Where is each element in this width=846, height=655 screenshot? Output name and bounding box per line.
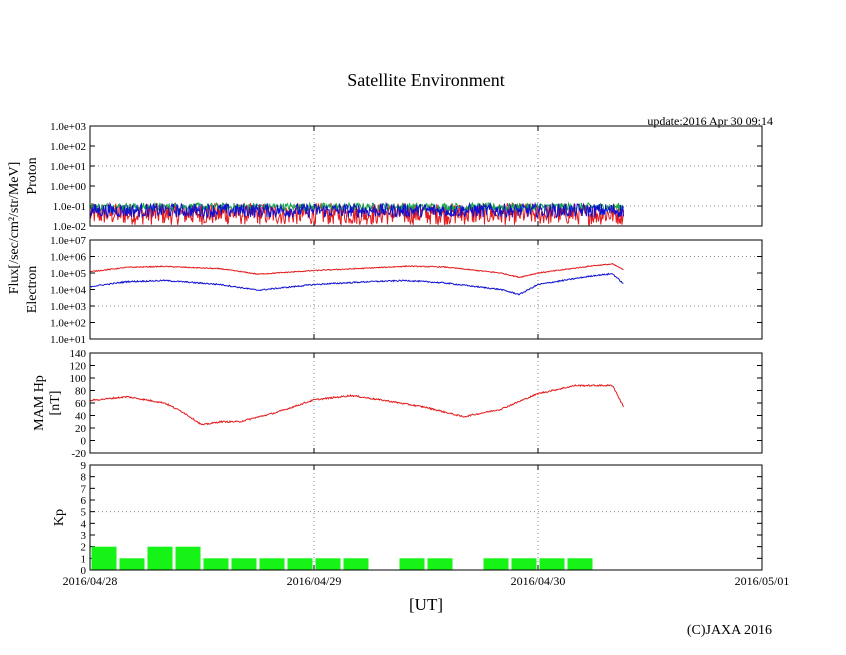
y-tick-label: 7 bbox=[81, 483, 87, 495]
kp-bar bbox=[203, 558, 229, 570]
kp-bar bbox=[483, 558, 509, 570]
kp-bar bbox=[259, 558, 285, 570]
y-tick-label: 1.0e+01 bbox=[50, 161, 86, 173]
y-tick-label: 120 bbox=[70, 361, 87, 373]
panel-frame bbox=[89, 125, 763, 227]
x-axis-label: [UT] bbox=[409, 595, 443, 614]
panel-ylabel: MAM Hp bbox=[32, 375, 47, 431]
y-tick-label: 9 bbox=[81, 460, 87, 472]
panel-ylabel: Proton bbox=[25, 157, 40, 194]
y-tick-label: 1.0e+03 bbox=[50, 121, 86, 133]
panel-proton: 1.0e-02 1.0e-01 1.0e+00 1.0e+01 1.0e+02 1.0e+… bbox=[25, 121, 763, 233]
x-tick-label: 2016/04/30 bbox=[511, 574, 566, 588]
kp-bar bbox=[119, 558, 145, 570]
y-tick-label: 100 bbox=[70, 373, 87, 385]
kp-bar bbox=[231, 558, 257, 570]
y-tick-label: 80 bbox=[75, 386, 87, 398]
x-tick-label: 2016/04/28 bbox=[63, 574, 118, 588]
panel-frame bbox=[89, 352, 763, 454]
kp-bar bbox=[175, 546, 201, 570]
x-tick-label: 2016/05/01 bbox=[735, 574, 790, 588]
update-text: update:2016 Apr 30 09:14 bbox=[647, 114, 773, 128]
kp-bar bbox=[399, 558, 425, 570]
y-tick-label: 1.0e+00 bbox=[50, 181, 86, 193]
y-tick-label: 60 bbox=[75, 398, 87, 410]
y-tick-label: 40 bbox=[75, 411, 87, 423]
y-tick-label: -20 bbox=[71, 448, 86, 460]
y-tick-label: 2 bbox=[81, 542, 87, 554]
flux-axis-label: Flux[/sec/cm²/str/MeV] bbox=[7, 162, 22, 295]
kp-bar bbox=[539, 558, 565, 570]
series-line-red bbox=[89, 263, 624, 279]
y-tick-label: 1.0e+04 bbox=[50, 285, 86, 297]
panel-electron: 1.0e+01 1.0e+02 1.0e+03 1.0e+04 1.0e+05 1.0e+… bbox=[25, 235, 763, 346]
y-tick-label: 20 bbox=[75, 423, 87, 435]
copyright-text: (C)JAXA 2016 bbox=[687, 623, 772, 638]
series-line-red bbox=[89, 383, 624, 426]
panel-ylabel: Kp bbox=[52, 509, 67, 526]
kp-bar bbox=[315, 558, 341, 570]
y-tick-label: 1.0e-01 bbox=[53, 201, 86, 213]
y-tick-label: 4 bbox=[81, 518, 87, 530]
kp-bar bbox=[147, 546, 173, 570]
y-tick-label: 140 bbox=[70, 348, 87, 360]
panel-frame bbox=[89, 239, 763, 340]
kp-bar bbox=[567, 558, 593, 570]
kp-bar bbox=[287, 558, 313, 570]
kp-bar bbox=[427, 558, 453, 570]
y-tick-label: 1 bbox=[81, 553, 87, 565]
kp-bar bbox=[343, 558, 369, 570]
y-tick-label: 0 bbox=[81, 436, 87, 448]
x-tick-label: 2016/04/29 bbox=[287, 574, 342, 588]
panel-ylabel-unit: [nT] bbox=[48, 391, 63, 416]
y-tick-label: 1.0e+01 bbox=[50, 334, 86, 346]
y-tick-label: 0 bbox=[81, 565, 87, 577]
y-tick-label: 1.0e+06 bbox=[50, 252, 86, 264]
y-tick-label: 5 bbox=[81, 507, 87, 519]
y-tick-label: 1.0e+02 bbox=[50, 318, 86, 330]
series-line-blue bbox=[89, 272, 624, 296]
y-tick-label: 8 bbox=[81, 472, 87, 484]
kp-bar bbox=[91, 546, 117, 570]
kp-bar bbox=[511, 558, 537, 570]
series-line-blue bbox=[89, 201, 624, 220]
y-tick-label: 1.0e+07 bbox=[50, 235, 86, 247]
y-tick-label: 6 bbox=[81, 495, 87, 507]
y-tick-label: 1.0e+05 bbox=[50, 268, 86, 280]
y-tick-label: 3 bbox=[81, 530, 87, 542]
y-tick-label: 1.0e+02 bbox=[50, 141, 86, 153]
panel-ylabel: Electron bbox=[25, 266, 40, 313]
chart-title: Satellite Environment bbox=[347, 70, 504, 90]
chart-panels: 1.0e-021.0e-011.0e+001.0e+011.0e+021.0e+… bbox=[25, 121, 789, 588]
y-tick-label: 1.0e-02 bbox=[53, 221, 86, 233]
y-tick-label: 1.0e+03 bbox=[50, 301, 86, 313]
panel-frame bbox=[89, 464, 763, 571]
